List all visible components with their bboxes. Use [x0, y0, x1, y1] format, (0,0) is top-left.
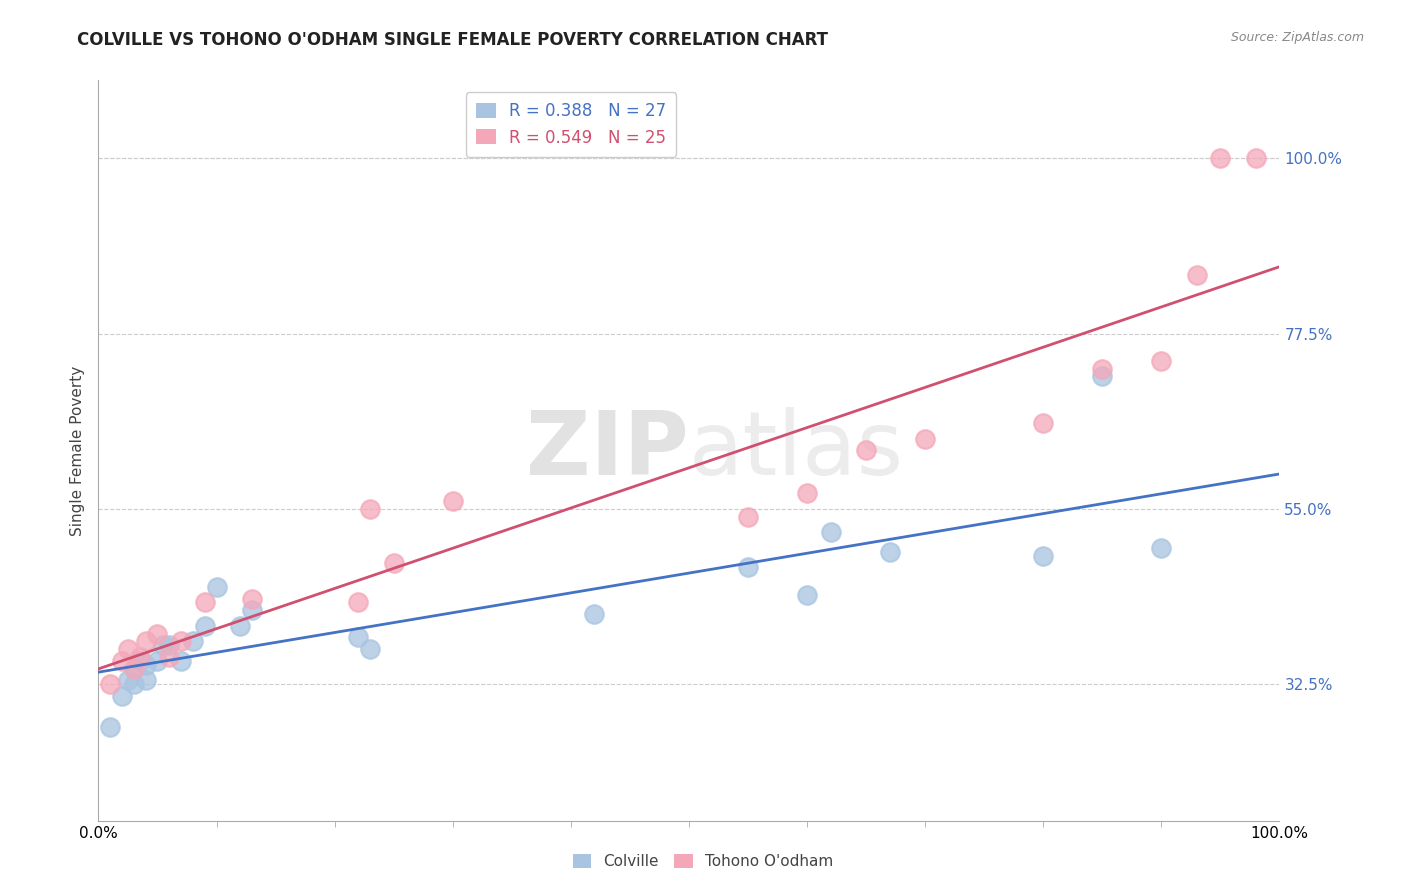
Point — [879, 545, 901, 559]
Point — [1244, 151, 1267, 165]
Point — [359, 502, 381, 516]
Point — [170, 634, 193, 648]
Legend: R = 0.388   N = 27, R = 0.549   N = 25: R = 0.388 N = 27, R = 0.549 N = 25 — [465, 92, 676, 157]
Point — [1150, 354, 1173, 368]
Point — [98, 677, 121, 691]
Point — [157, 638, 180, 652]
Point — [914, 432, 936, 446]
Point — [152, 638, 174, 652]
Point — [583, 607, 606, 621]
Point — [1032, 416, 1054, 430]
Point — [359, 642, 381, 657]
Point — [737, 509, 759, 524]
Point — [1185, 268, 1208, 282]
Point — [347, 595, 370, 609]
Point — [1091, 369, 1114, 384]
Text: ZIP: ZIP — [526, 407, 689, 494]
Point — [135, 657, 157, 672]
Point — [135, 673, 157, 688]
Point — [122, 662, 145, 676]
Point — [157, 650, 180, 665]
Point — [796, 588, 818, 602]
Point — [111, 689, 134, 703]
Point — [194, 595, 217, 609]
Point — [1032, 549, 1054, 563]
Point — [796, 486, 818, 500]
Point — [855, 443, 877, 458]
Point — [240, 603, 263, 617]
Point — [240, 591, 263, 606]
Point — [128, 650, 150, 665]
Legend: Colville, Tohono O'odham: Colville, Tohono O'odham — [567, 848, 839, 875]
Point — [128, 654, 150, 668]
Point — [146, 654, 169, 668]
Point — [1150, 541, 1173, 555]
Point — [146, 626, 169, 640]
Text: COLVILLE VS TOHONO O'ODHAM SINGLE FEMALE POVERTY CORRELATION CHART: COLVILLE VS TOHONO O'ODHAM SINGLE FEMALE… — [77, 31, 828, 49]
Text: Source: ZipAtlas.com: Source: ZipAtlas.com — [1230, 31, 1364, 45]
Point — [1209, 151, 1232, 165]
Text: atlas: atlas — [689, 407, 904, 494]
Point — [117, 642, 139, 657]
Point — [122, 677, 145, 691]
Point — [1091, 361, 1114, 376]
Point — [98, 720, 121, 734]
Point — [205, 580, 228, 594]
Point — [382, 557, 405, 571]
Point — [117, 673, 139, 688]
Point — [181, 634, 204, 648]
Point — [111, 654, 134, 668]
Point — [347, 631, 370, 645]
Point — [135, 634, 157, 648]
Point — [170, 654, 193, 668]
Point — [122, 662, 145, 676]
Y-axis label: Single Female Poverty: Single Female Poverty — [69, 366, 84, 535]
Point — [194, 619, 217, 633]
Point — [737, 560, 759, 574]
Point — [229, 619, 252, 633]
Point — [820, 525, 842, 540]
Point — [441, 494, 464, 508]
